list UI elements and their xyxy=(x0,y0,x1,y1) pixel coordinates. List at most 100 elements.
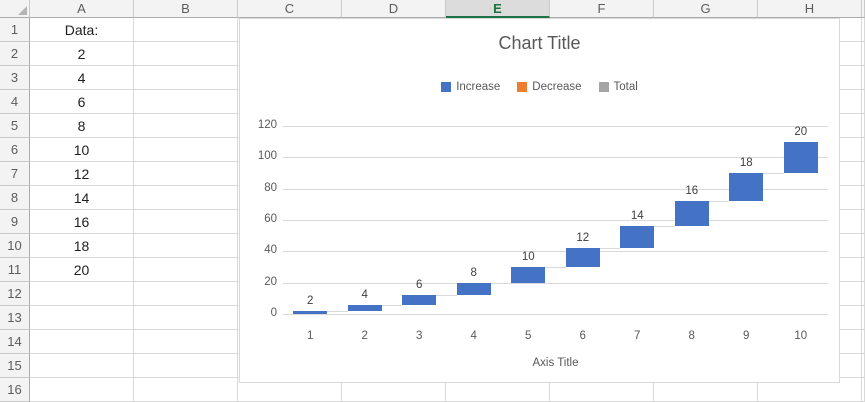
cell-A6[interactable]: 10 xyxy=(30,138,134,162)
cell-B1[interactable] xyxy=(134,18,238,42)
row-header-3[interactable]: 3 xyxy=(0,66,30,90)
y-axis-tick-label: 100 xyxy=(257,150,277,163)
gridline xyxy=(283,251,828,253)
row-header-11[interactable]: 11 xyxy=(0,258,30,282)
row-header-2[interactable]: 2 xyxy=(0,42,30,66)
chart-title[interactable]: Chart Title xyxy=(498,33,581,53)
cell-B14[interactable] xyxy=(134,330,238,354)
gridline xyxy=(283,282,828,284)
select-all-button[interactable] xyxy=(0,0,30,18)
x-axis-tick-label: 9 xyxy=(743,330,750,342)
cell-A12[interactable] xyxy=(30,282,134,306)
x-axis-title[interactable]: Axis Title xyxy=(532,357,579,369)
cell-B12[interactable] xyxy=(134,282,238,306)
waterfall-bar[interactable] xyxy=(620,226,655,249)
y-axis-tick-label: 40 xyxy=(264,244,277,257)
row-header-6[interactable]: 6 xyxy=(0,138,30,162)
cell-B11[interactable] xyxy=(134,258,238,282)
cell-A10[interactable]: 18 xyxy=(30,234,134,258)
data-label: 2 xyxy=(307,294,314,307)
waterfall-bar[interactable] xyxy=(565,248,600,267)
cell-A2[interactable]: 2 xyxy=(30,42,134,66)
legend-label: Total xyxy=(613,81,638,93)
row-header-5[interactable]: 5 xyxy=(0,114,30,138)
cell-A1[interactable]: Data: xyxy=(30,18,134,42)
row-header-10[interactable]: 10 xyxy=(0,234,30,258)
cell-B16[interactable] xyxy=(134,378,238,402)
cell-A3[interactable]: 4 xyxy=(30,66,134,90)
cell-A8[interactable]: 14 xyxy=(30,186,134,210)
cell-B13[interactable] xyxy=(134,306,238,330)
cell-A9[interactable]: 16 xyxy=(30,210,134,234)
waterfall-bar[interactable] xyxy=(783,141,818,173)
x-axis-tick-label: 6 xyxy=(579,330,586,342)
waterfall-bar[interactable] xyxy=(674,201,709,227)
column-header-F[interactable]: F xyxy=(550,0,654,18)
row-header-8[interactable]: 8 xyxy=(0,186,30,210)
column-header-C[interactable]: C xyxy=(238,0,342,18)
data-label: 14 xyxy=(630,210,644,223)
connector-line xyxy=(599,248,621,250)
cell-B10[interactable] xyxy=(134,234,238,258)
row-header-4[interactable]: 4 xyxy=(0,90,30,114)
connector-line xyxy=(327,310,348,312)
cell-B7[interactable] xyxy=(134,162,238,186)
cell-B5[interactable] xyxy=(134,114,238,138)
row-header-15[interactable]: 15 xyxy=(0,354,30,378)
data-label: 6 xyxy=(416,279,423,292)
column-header-A[interactable]: A xyxy=(30,0,134,18)
waterfall-bar[interactable] xyxy=(729,173,764,202)
legend-item-increase[interactable]: Increase xyxy=(441,81,500,93)
cell-A14[interactable] xyxy=(30,330,134,354)
cell-B15[interactable] xyxy=(134,354,238,378)
cell-B8[interactable] xyxy=(134,186,238,210)
waterfall-bar[interactable] xyxy=(511,267,546,283)
row-header-12[interactable]: 12 xyxy=(0,282,30,306)
cell-B2[interactable] xyxy=(134,42,238,66)
legend-swatch-icon xyxy=(517,82,528,92)
column-header-D[interactable]: D xyxy=(342,0,446,18)
row-header-7[interactable]: 7 xyxy=(0,162,30,186)
row-header-9[interactable]: 9 xyxy=(0,210,30,234)
cell-B4[interactable] xyxy=(134,90,238,114)
waterfall-bar[interactable] xyxy=(293,310,328,314)
cell-A5[interactable]: 8 xyxy=(30,114,134,138)
cell-B3[interactable] xyxy=(134,66,238,90)
legend-item-total[interactable]: Total xyxy=(598,81,638,93)
cell-A7[interactable]: 12 xyxy=(30,162,134,186)
waterfall-bar[interactable] xyxy=(456,282,491,296)
legend-swatch-icon xyxy=(441,82,452,92)
column-header-H[interactable]: H xyxy=(758,0,862,18)
cell-B6[interactable] xyxy=(134,138,238,162)
column-header-E[interactable]: E xyxy=(446,0,550,18)
data-label: 8 xyxy=(470,266,477,279)
row-header-16[interactable]: 16 xyxy=(0,378,30,402)
row-header-13[interactable]: 13 xyxy=(0,306,30,330)
row-header-14[interactable]: 14 xyxy=(0,330,30,354)
chart[interactable]: Chart Title Increase Decrease Total 0 20 40 6… xyxy=(239,18,840,383)
legend-item-decrease[interactable]: Decrease xyxy=(517,81,582,93)
x-axis-tick-label: 4 xyxy=(470,330,477,342)
waterfall-bar[interactable] xyxy=(402,295,437,305)
data-label: 20 xyxy=(794,125,808,138)
cell-A4[interactable]: 6 xyxy=(30,90,134,114)
cell-B9[interactable] xyxy=(134,210,238,234)
plot-area: 0 20 40 60 80 100 120 2 1 4 2 6 3 8 4 10 5 12 6 14 7 16 8 18 9 20… xyxy=(240,19,839,382)
cell-A13[interactable] xyxy=(30,306,134,330)
x-axis-tick-label: 5 xyxy=(525,330,532,342)
cell-A16[interactable] xyxy=(30,378,134,402)
x-axis-tick-label: 3 xyxy=(416,330,423,342)
x-axis-tick-label: 8 xyxy=(688,330,695,342)
column-header-B[interactable]: B xyxy=(134,0,238,18)
data-label: 12 xyxy=(576,232,590,245)
connector-line xyxy=(381,304,403,306)
data-label: 10 xyxy=(521,251,535,263)
column-header-G[interactable]: G xyxy=(654,0,758,18)
waterfall-bar[interactable] xyxy=(347,304,382,311)
data-label: 16 xyxy=(685,185,699,198)
y-axis-tick-label: 120 xyxy=(257,119,277,131)
gridline xyxy=(283,188,828,190)
cell-A15[interactable] xyxy=(30,354,134,378)
cell-A11[interactable]: 20 xyxy=(30,258,134,282)
row-header-1[interactable]: 1 xyxy=(0,18,30,42)
